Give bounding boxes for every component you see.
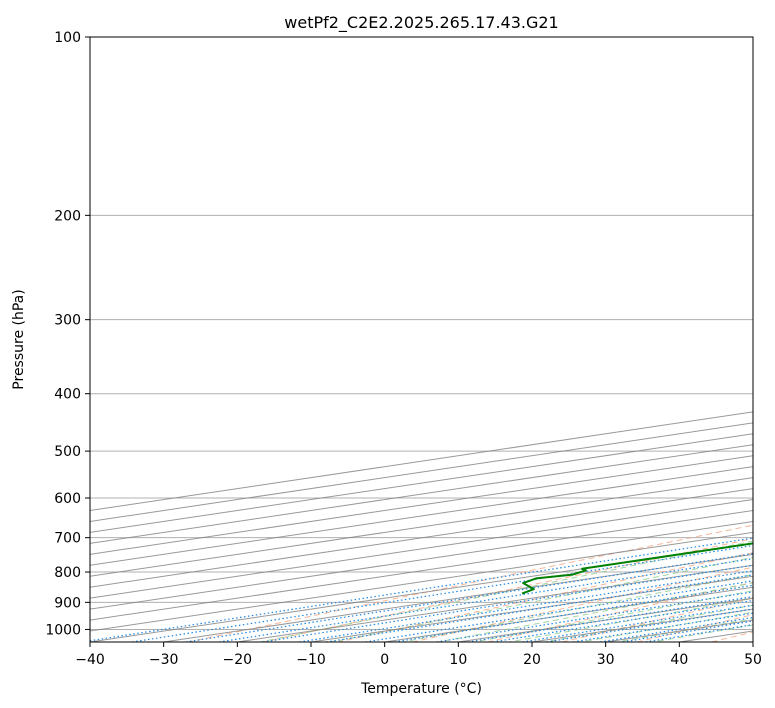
x-tick-label: 40 — [670, 652, 688, 668]
x-tick-label: −40 — [75, 652, 105, 668]
x-tick-label: 20 — [523, 652, 541, 668]
y-axis-label: Pressure (hPa) — [11, 289, 27, 389]
x-tick-label: −20 — [223, 652, 253, 668]
y-tick-label: 400 — [54, 387, 81, 403]
moist-adiabat — [257, 540, 753, 642]
y-tick-label: 500 — [54, 444, 81, 460]
moist-adiabat — [471, 590, 753, 642]
chart-title: wetPf2_C2E2.2025.265.17.43.G21 — [284, 13, 558, 33]
x-tick-label: 0 — [380, 652, 389, 668]
dry-adiabat — [485, 581, 753, 642]
dry-adiabat — [186, 524, 753, 642]
plot-area: 0.10.20.40.611.52346810131620253036-100-… — [90, 37, 753, 642]
axes: −40 −30 −20 −10 0 10 20 30 40 50 100 200 300 400 500 60… — [45, 30, 762, 668]
isotherm-line — [90, 466, 753, 566]
mixing-ratio-line — [295, 570, 753, 642]
dry-adiabat — [261, 538, 753, 642]
isotherm-line — [90, 531, 753, 632]
isotherm-line — [90, 444, 753, 544]
x-tick-label: 10 — [449, 652, 467, 668]
isotherm-line — [90, 488, 753, 588]
plot-frame — [89, 36, 754, 643]
y-tick-label: 800 — [54, 565, 81, 581]
mixing-ratio-line — [258, 564, 753, 642]
mixing-ratio-line — [361, 580, 753, 642]
x-tick-label: 30 — [597, 652, 615, 668]
y-tick-label: 300 — [54, 313, 81, 329]
y-tick-label: 600 — [54, 491, 81, 507]
y-tick-label: 100 — [54, 30, 81, 46]
mixing-ratio-line — [322, 574, 753, 642]
y-tick-label: 900 — [54, 595, 81, 611]
x-tick-label: 50 — [744, 652, 762, 668]
x-tick-label: −30 — [149, 652, 179, 668]
isotherm-line — [90, 455, 753, 555]
x-tick-label: −10 — [296, 652, 326, 668]
moist-adiabat — [329, 556, 753, 642]
x-axis-label: Temperature (°C) — [360, 681, 482, 697]
y-tick-label: 700 — [54, 531, 81, 547]
mixing-ratio-line — [181, 552, 753, 642]
isotherm-line — [90, 520, 753, 621]
y-tick-label: 1000 — [45, 622, 81, 638]
isotherm-line — [90, 477, 753, 577]
y-tick-label: 200 — [54, 208, 81, 224]
dry-adiabat — [410, 566, 753, 642]
isotherm-line — [90, 499, 753, 599]
isotherm-line — [90, 509, 753, 610]
